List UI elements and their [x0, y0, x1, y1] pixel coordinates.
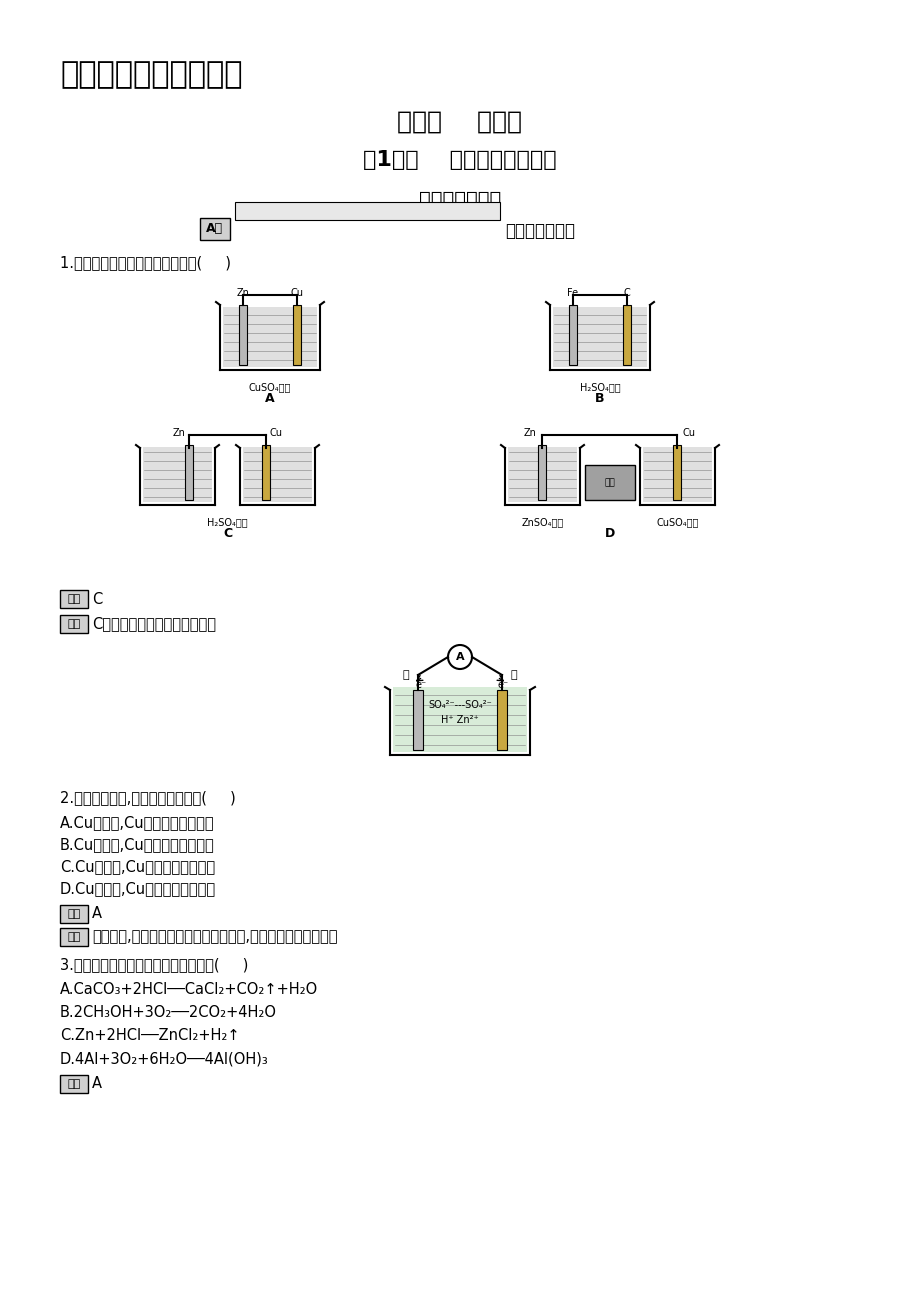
Text: D.Cu为负极,Cu片上发生氧化反应: D.Cu为负极,Cu片上发生氧化反应 — [60, 881, 216, 896]
Bar — [199, 217, 230, 240]
Text: ZnSO₄溶液: ZnSO₄溶液 — [521, 517, 563, 527]
Text: 答案: 答案 — [67, 909, 81, 919]
Bar — [292, 305, 301, 365]
Bar — [622, 305, 630, 365]
Text: C.Zn+2HCl──ZnCl₂+H₂↑: C.Zn+2HCl──ZnCl₂+H₂↑ — [60, 1029, 239, 1043]
Bar — [413, 690, 423, 750]
Bar — [60, 1075, 88, 1092]
Text: 课后篇素养形成: 课后篇素养形成 — [418, 190, 501, 210]
Text: 3.下列反应不可用于设计成原电池的是(     ): 3.下列反应不可用于设计成原电池的是( ) — [60, 957, 248, 973]
Text: Zn: Zn — [236, 288, 249, 298]
Text: 解析: 解析 — [67, 618, 81, 629]
Text: CuSO₄溶液: CuSO₄溶液 — [655, 517, 698, 527]
Text: CuSO₄溶液: CuSO₄溶液 — [248, 381, 291, 392]
Text: e⁻: e⁻ — [497, 680, 508, 690]
Text: A: A — [92, 1077, 102, 1091]
Text: D: D — [604, 527, 615, 540]
Text: 1.下列装置不可以组成原电池的是(     ): 1.下列装置不可以组成原电池的是( ) — [60, 255, 231, 270]
Text: 原电池中,活动性较弱的金属一般作正极,正极上发生还原反应。: 原电池中,活动性较弱的金属一般作正极,正极上发生还原反应。 — [92, 930, 337, 944]
Text: 铜: 铜 — [510, 671, 516, 680]
Bar — [552, 307, 646, 367]
Text: SO₄²⁻---SO₄²⁻: SO₄²⁻---SO₄²⁻ — [427, 700, 492, 710]
Text: H⁺ Zn²⁺: H⁺ Zn²⁺ — [440, 715, 479, 725]
Text: 解析: 解析 — [67, 932, 81, 943]
Bar — [262, 445, 270, 500]
Bar — [673, 445, 681, 500]
Bar — [234, 202, 499, 220]
Text: 2.如图所示装置,下列说法正确的是(     ): 2.如图所示装置,下列说法正确的是( ) — [60, 790, 235, 805]
Text: Zn: Zn — [172, 428, 185, 437]
Text: A: A — [455, 652, 464, 661]
Text: 盐桥: 盐桥 — [604, 478, 615, 487]
Text: A.CaCO₃+2HCl──CaCl₂+CO₂↑+H₂O: A.CaCO₃+2HCl──CaCl₂+CO₂↑+H₂O — [60, 982, 318, 997]
Text: C: C — [623, 288, 630, 298]
Bar — [239, 305, 246, 365]
Bar — [584, 465, 634, 500]
Text: H₂SO₄溶液: H₂SO₄溶液 — [579, 381, 619, 392]
Bar — [243, 447, 312, 503]
Text: 答案: 答案 — [67, 594, 81, 604]
Bar — [60, 905, 88, 923]
Text: B.2CH₃OH+3O₂──2CO₂+4H₂O: B.2CH₃OH+3O₂──2CO₂+4H₂O — [60, 1005, 277, 1019]
Text: 答案: 答案 — [67, 1079, 81, 1088]
Text: e⁻: e⁻ — [415, 680, 426, 690]
Text: 第1课时    原电池的工作原理: 第1课时 原电池的工作原理 — [363, 150, 556, 171]
Bar — [185, 445, 193, 500]
Bar — [496, 690, 506, 750]
Bar — [60, 590, 88, 608]
Bar — [538, 445, 546, 500]
Bar — [222, 307, 317, 367]
Text: A级: A级 — [206, 223, 223, 236]
Bar — [392, 687, 527, 753]
Bar — [568, 305, 576, 365]
Bar — [142, 447, 211, 503]
Text: A.Cu为正极,Cu片上发生还原反应: A.Cu为正极,Cu片上发生还原反应 — [60, 815, 214, 829]
Text: 第四章化学反应与电能: 第四章化学反应与电能 — [60, 60, 243, 89]
Text: 第一节    原电池: 第一节 原电池 — [397, 109, 522, 134]
Text: Fe: Fe — [567, 288, 578, 298]
Text: C: C — [222, 527, 232, 540]
Bar — [60, 928, 88, 947]
Text: A: A — [92, 906, 102, 922]
Text: B: B — [595, 392, 604, 405]
Text: C.Cu为负极,Cu片上发生还原反应: C.Cu为负极,Cu片上发生还原反应 — [60, 859, 215, 874]
Bar — [507, 447, 576, 503]
Text: B.Cu为正极,Cu片上发生氧化反应: B.Cu为正极,Cu片上发生氧化反应 — [60, 837, 214, 852]
Text: C: C — [92, 591, 102, 607]
Bar — [60, 615, 88, 633]
Text: C中的装置不能形成闭合回路。: C中的装置不能形成闭合回路。 — [92, 617, 216, 631]
Bar — [642, 447, 711, 503]
Text: H₂SO₄溶液: H₂SO₄溶液 — [207, 517, 247, 527]
Text: Zn: Zn — [524, 428, 537, 437]
Text: 必备知识基础练: 必备知识基础练 — [505, 223, 574, 240]
Text: Cu: Cu — [290, 288, 303, 298]
Text: D.4Al+3O₂+6H₂O──4Al(OH)₃: D.4Al+3O₂+6H₂O──4Al(OH)₃ — [60, 1051, 268, 1066]
Text: Cu: Cu — [682, 428, 696, 437]
Text: A: A — [265, 392, 275, 405]
Text: 锌: 锌 — [403, 671, 409, 680]
Text: Cu: Cu — [269, 428, 282, 437]
